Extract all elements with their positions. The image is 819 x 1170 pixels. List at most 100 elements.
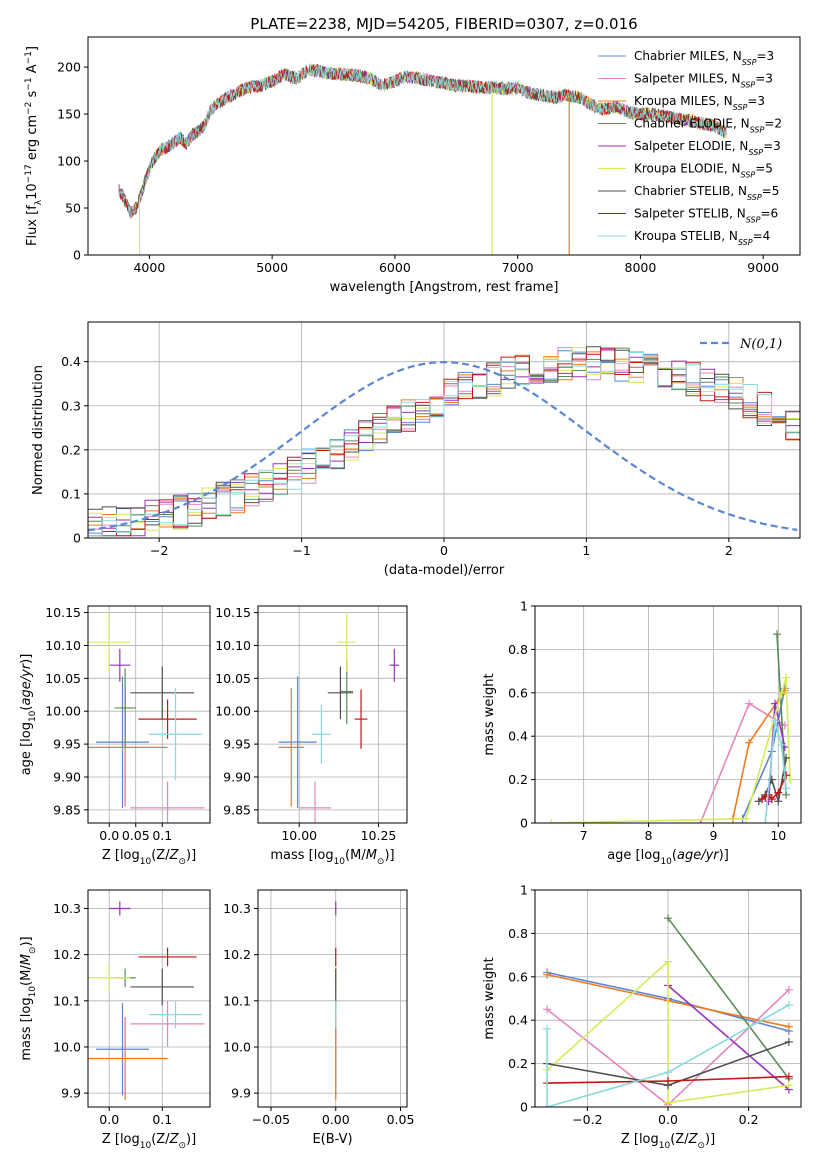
y-tick-label: 0.1 — [61, 486, 81, 501]
x-axis-label: Z [log10(Z/Z⊙)] — [621, 1132, 715, 1151]
x-tick-label: 6000 — [379, 260, 411, 275]
normal-curve — [88, 360, 798, 532]
axes-frame — [257, 889, 408, 1108]
y-tick-label: 10.15 — [215, 605, 251, 620]
plot-area — [88, 346, 800, 537]
legend-label: Chabrier MILES, NSSP=3 — [634, 49, 774, 67]
plot-area — [547, 630, 794, 823]
y-tick-label: 0 — [520, 816, 528, 831]
y-tick-label: 0.2 — [508, 772, 528, 787]
x-tick-label: 0.00 — [322, 1112, 350, 1127]
y-tick-label: 100 — [57, 154, 81, 169]
x-tick-label: 9000 — [747, 260, 779, 275]
y-tick-label: 9.9 — [61, 1086, 81, 1101]
legend: Chabrier MILES, NSSP=3 Salpeter MILES, NS… — [598, 49, 782, 247]
x-axis-label: age [log10(age/yr)] — [607, 848, 729, 867]
x-tick-label: 5000 — [256, 260, 288, 275]
x-axis-label: Z [log10(Z/Z⊙)] — [102, 848, 196, 867]
x-tick-label: −0.2 — [572, 1112, 602, 1127]
x-tick-label: 2 — [725, 543, 733, 558]
histogram-step — [88, 347, 800, 531]
legend-label: Kroupa STELIB, NSSP=4 — [634, 229, 770, 247]
chart-mass-vs-Z: 0.0 0.1 9.9 10.0 10.1 10.2 10.3 Z [log10(Z/Z⊙)]… — [19, 889, 211, 1151]
y-tick-label: 0.8 — [508, 642, 528, 657]
x-tick-label: 10 — [770, 828, 786, 843]
y-axis-label: mass weight — [482, 673, 497, 755]
y-tick-label: 10.1 — [223, 993, 251, 1008]
y-tick-label: 10.10 — [45, 638, 81, 653]
chart-age-vs-mass: 10.00 10.25 9.85 9.90 9.95 10.00 10.05 10.10 10.… — [215, 605, 408, 867]
chart-spectrum: Chabrier MILES, NSSP=3 Salpeter MILES, NS… — [24, 36, 801, 295]
y-tick-label: 9.95 — [53, 737, 81, 752]
y-tick-label: 10.2 — [223, 947, 251, 962]
y-tick-label: 0.8 — [508, 926, 528, 941]
y-tick-label: 10.0 — [53, 1039, 81, 1054]
plot-area — [88, 901, 205, 1101]
y-tick-label: 9.90 — [53, 769, 81, 784]
x-axis-label: E(B-V) — [312, 1132, 352, 1147]
y-tick-label: 0.4 — [61, 354, 81, 369]
y-tick-label: 10.15 — [45, 605, 81, 620]
y-axis-label: Flux [fλ10−17 erg cm−2 s−1 A−1] — [24, 46, 44, 246]
x-tick-label: 0.1 — [152, 1112, 172, 1127]
x-tick-label: 10.25 — [361, 828, 397, 843]
y-tick-label: 10.05 — [45, 671, 81, 686]
x-tick-label: 4000 — [133, 260, 165, 275]
histogram-step — [88, 346, 800, 529]
x-tick-label: 7000 — [502, 260, 534, 275]
x-tick-label: 8 — [645, 828, 653, 843]
y-tick-label: 10.00 — [45, 704, 81, 719]
weight-line — [667, 917, 790, 1080]
y-tick-label: 10.1 — [53, 993, 81, 1008]
legend-label: Kroupa ELODIE, NSSP=5 — [634, 162, 773, 180]
x-tick-label: 0.05 — [387, 1112, 415, 1127]
y-tick-label: 50 — [65, 201, 81, 216]
x-tick-label: 0.05 — [122, 828, 150, 843]
y-axis-label: mass [log10(M/M⊙)] — [19, 936, 38, 1060]
y-tick-label: 10.3 — [223, 901, 251, 916]
y-tick-label: 9.95 — [223, 737, 251, 752]
y-tick-label: 0.4 — [508, 729, 528, 744]
y-tick-label: 150 — [57, 107, 81, 122]
y-tick-label: 0 — [520, 1100, 528, 1115]
plot-area — [88, 612, 205, 823]
axes-frame — [87, 36, 801, 256]
x-axis-label: Z [log10(Z/Z⊙)] — [102, 1132, 196, 1151]
x-tick-label: 10.00 — [281, 828, 317, 843]
y-tick-label: 0.3 — [61, 398, 81, 413]
x-tick-label: 0.2 — [739, 1112, 759, 1127]
x-axis-label: (data-model)/error — [384, 563, 505, 578]
y-tick-label: 9.90 — [223, 769, 251, 784]
y-tick-label: 10.10 — [215, 638, 251, 653]
y-tick-label: 0 — [73, 531, 81, 546]
x-tick-label: −2 — [150, 543, 168, 558]
y-tick-label: 1 — [520, 599, 528, 614]
x-axis-label: mass [log10(M/M⊙)] — [270, 848, 394, 867]
legend-label: Chabrier STELIB, NSSP=5 — [634, 184, 779, 202]
legend-label: Salpeter MILES, NSSP=3 — [634, 72, 773, 90]
y-tick-label: 9.85 — [223, 802, 251, 817]
y-tick-label: 0.2 — [61, 442, 81, 457]
plot-area — [118, 62, 727, 255]
legend-label: Chabrier ELODIE, NSSP=2 — [634, 117, 782, 135]
x-tick-label: −1 — [292, 543, 310, 558]
y-tick-label: 0.2 — [508, 1056, 528, 1071]
legend-label: Salpeter ELODIE, NSSP=3 — [634, 139, 781, 157]
legend-label: Salpeter STELIB, NSSP=6 — [634, 207, 778, 225]
chart-age-vs-Z: 0.0 0.05 0.1 9.85 9.90 9.95 10.00 10.05 10.10 10.… — [19, 605, 211, 867]
chart-weight-vs-Z: −0.2 0.0 0.2 0 0.2 0.4 0.6 0.8 1 Z [log10(Z/Z⊙)] m… — [482, 883, 802, 1151]
y-tick-label: 0 — [73, 248, 81, 263]
x-tick-label: −0.05 — [252, 1112, 290, 1127]
legend-label: Kroupa MILES, NSSP=3 — [634, 94, 765, 112]
y-tick-label: 10.00 — [215, 704, 251, 719]
plot-area — [278, 612, 400, 823]
axes-frame — [87, 889, 211, 1108]
y-tick-label: 200 — [57, 60, 81, 75]
legend: N(0,1) — [700, 337, 782, 352]
x-tick-label: 9 — [709, 828, 717, 843]
x-tick-label: 1 — [582, 543, 590, 558]
weight-line — [764, 720, 787, 823]
x-axis-label: wavelength [Angstrom, rest frame] — [330, 280, 559, 295]
weight-line — [546, 1004, 790, 1107]
